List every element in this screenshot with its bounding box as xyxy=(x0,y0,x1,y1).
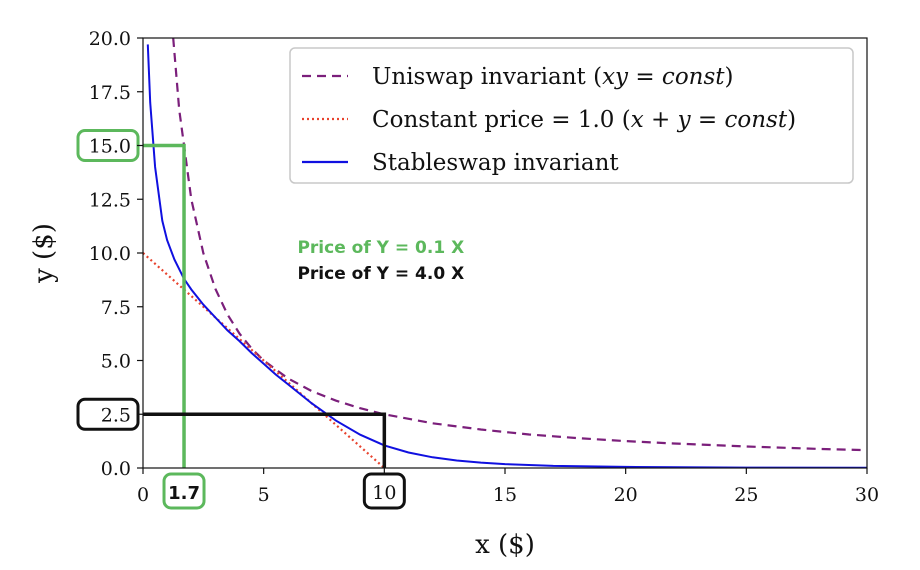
x-callout-label-1: 10 xyxy=(372,482,396,504)
y-axis-title: y ($) xyxy=(29,223,59,284)
y-callout-label-1: 2.5 xyxy=(101,404,131,426)
legend-label-1: Constant price = 1.0 (x + y = const) xyxy=(372,107,796,133)
y-tick-label: 10.0 xyxy=(89,243,131,265)
series-line-0 xyxy=(172,38,867,452)
legend-label-0: Uniswap invariant (xy = const) xyxy=(372,64,734,90)
y-tick-label: 5.0 xyxy=(101,351,131,373)
x-tick-label: 5 xyxy=(258,484,270,506)
x-callout-label-0: 1.7 xyxy=(168,483,200,504)
price-annotation-1: Price of Y = 4.0 X xyxy=(297,264,464,284)
legend-box xyxy=(289,47,854,184)
y-tick-label: 17.5 xyxy=(89,82,131,104)
x-tick-label: 20 xyxy=(614,484,638,506)
x-tick-label: 0 xyxy=(137,484,149,506)
y-tick-label: 20.0 xyxy=(89,28,131,50)
y-tick-label: 7.5 xyxy=(101,297,131,319)
y-callout-label-0: 15.0 xyxy=(89,136,131,158)
series-line-1 xyxy=(143,252,386,468)
x-tick-label: 30 xyxy=(855,484,879,506)
x-axis-title: x ($) xyxy=(475,530,535,560)
y-tick-label: 12.5 xyxy=(89,189,131,211)
x-tick-label: 15 xyxy=(493,484,517,506)
callout-guide-1 xyxy=(143,412,387,468)
x-tick-label: 25 xyxy=(734,484,758,506)
x-callout-box-0 xyxy=(162,472,206,510)
legend-label-2: Stableswap invariant xyxy=(372,150,619,176)
price-annotation-0: Price of Y = 0.1 X xyxy=(297,238,464,258)
y-tick-label: 0.0 xyxy=(101,458,131,480)
callout-guide-0 xyxy=(143,143,186,468)
series-line-2 xyxy=(146,44,867,468)
